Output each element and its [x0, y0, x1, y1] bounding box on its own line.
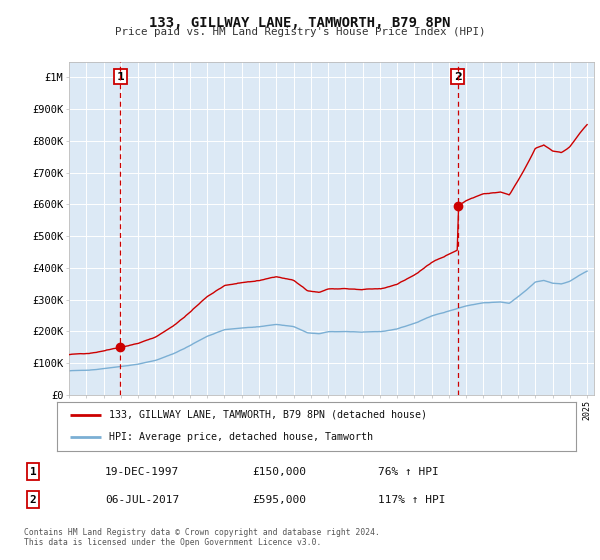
Text: Price paid vs. HM Land Registry's House Price Index (HPI): Price paid vs. HM Land Registry's House …: [115, 27, 485, 37]
Text: 2: 2: [29, 494, 37, 505]
Text: HPI: Average price, detached house, Tamworth: HPI: Average price, detached house, Tamw…: [109, 432, 373, 442]
Text: 06-JUL-2017: 06-JUL-2017: [105, 494, 179, 505]
Text: 76% ↑ HPI: 76% ↑ HPI: [378, 466, 439, 477]
Text: 1: 1: [29, 466, 37, 477]
Text: £150,000: £150,000: [252, 466, 306, 477]
Text: 133, GILLWAY LANE, TAMWORTH, B79 8PN: 133, GILLWAY LANE, TAMWORTH, B79 8PN: [149, 16, 451, 30]
Text: 117% ↑ HPI: 117% ↑ HPI: [378, 494, 445, 505]
Text: 133, GILLWAY LANE, TAMWORTH, B79 8PN (detached house): 133, GILLWAY LANE, TAMWORTH, B79 8PN (de…: [109, 410, 427, 420]
Text: Contains HM Land Registry data © Crown copyright and database right 2024.
This d: Contains HM Land Registry data © Crown c…: [24, 528, 380, 547]
Text: £595,000: £595,000: [252, 494, 306, 505]
Text: 19-DEC-1997: 19-DEC-1997: [105, 466, 179, 477]
Text: 2: 2: [454, 72, 461, 82]
Text: 1: 1: [116, 72, 124, 82]
